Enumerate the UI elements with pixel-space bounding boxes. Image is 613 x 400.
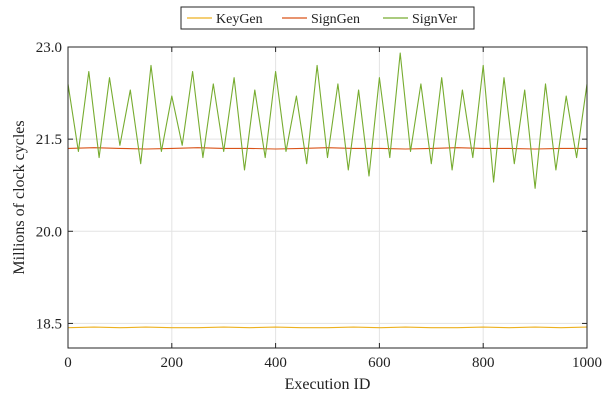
y-axis-title: Millions of clock cycles [11,120,28,274]
y-tick-label: 21.5 [36,132,62,148]
y-tick-label: 18.5 [36,316,62,332]
legend-label-keygen: KeyGen [216,12,263,27]
series-line-keygen [67,326,588,329]
grid-layer [68,47,587,348]
x-tick-label: 1000 [572,355,602,371]
x-tick-label: 600 [368,355,391,371]
plot-frame [67,46,588,349]
legend-label-signgen: SignGen [311,12,360,27]
legend-label-signver: SignVer [412,12,457,27]
y-tick-label: 20.0 [36,224,62,240]
legend: KeyGen SignGen SignVer [180,6,475,30]
x-tick-label: 800 [472,355,495,371]
y-tick-label: 23.0 [36,40,62,56]
x-tick-label: 0 [64,355,72,371]
x-axis-title: Execution ID [285,376,371,393]
x-tick-label: 200 [161,355,184,371]
plot-area-border [67,46,588,349]
series-line-signver [67,52,588,189]
legend-box [180,6,475,30]
x-tick-label: 400 [264,355,287,371]
series-layer [67,52,588,329]
ticks-layer: 0 200 400 600 800 1000 18.5 20.0 21.5 23.0 [36,40,602,371]
series-line-signgen [67,147,587,150]
